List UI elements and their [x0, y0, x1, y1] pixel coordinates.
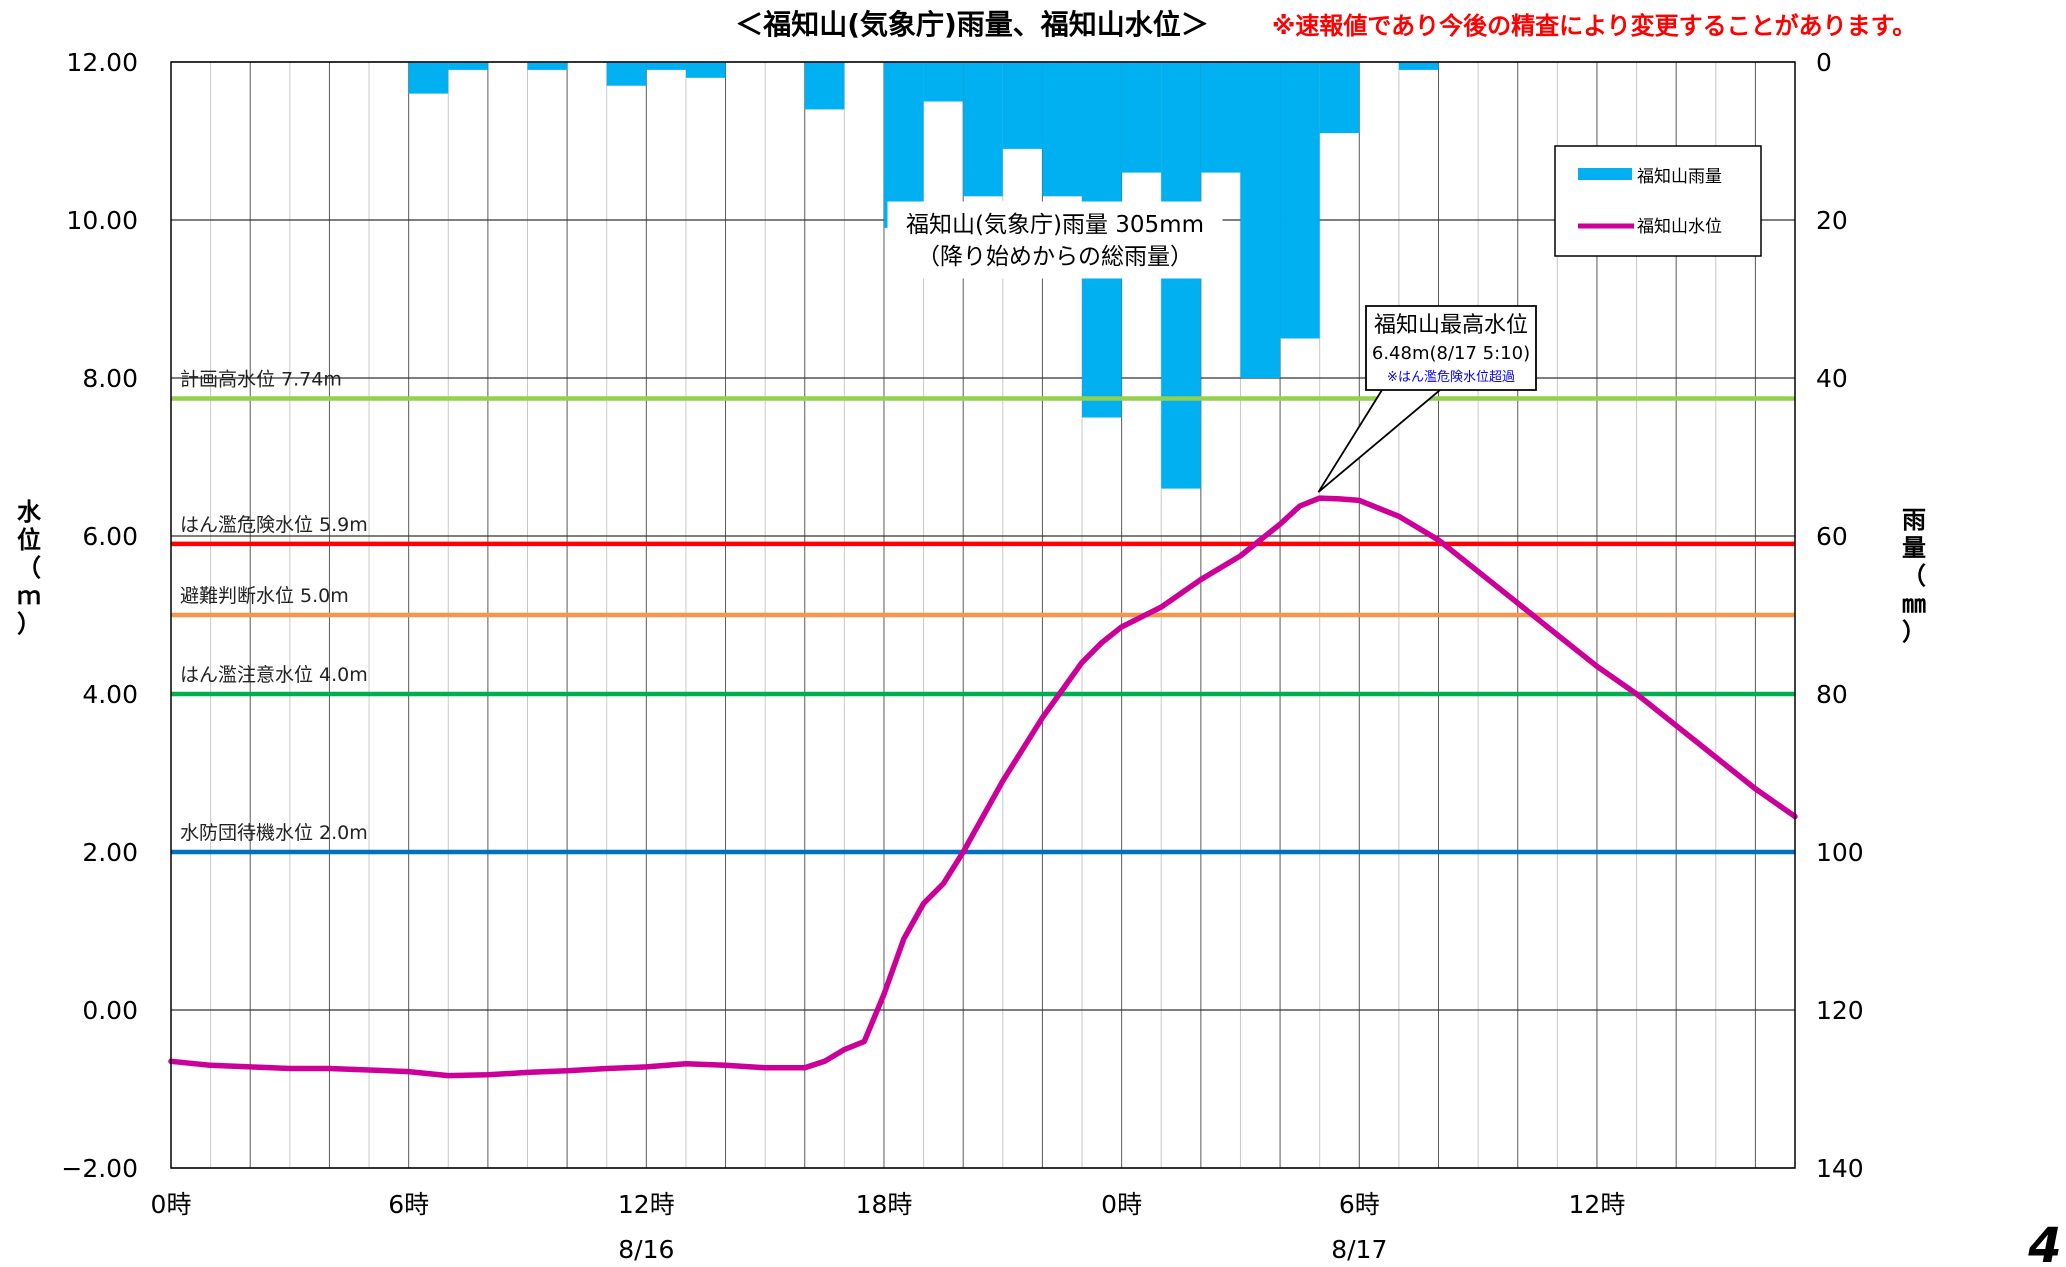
plot-frame	[170, 61, 1796, 1169]
threshold-label: 避難判断水位 5.0m	[180, 585, 349, 607]
date-label: 8/17	[1331, 1235, 1387, 1264]
rainfall-bar	[1042, 62, 1083, 197]
peak-callout-box	[1317, 305, 1537, 493]
left-tick-label: 6.00	[82, 522, 138, 551]
page-number: 4	[2027, 1218, 2061, 1267]
left-tick-label: −2.00	[61, 1154, 138, 1183]
water-level-line	[168, 495, 1798, 1079]
threshold-lines: 計画高水位 7.74m はん濫危険水位 5.9m 避難判断水位 5.0m はん濫注意水…	[171, 369, 1795, 855]
legend: 福知山雨量 福知山水位	[1554, 145, 1762, 257]
threshold-label: はん濫注意水位 4.0m	[180, 664, 368, 686]
rainfall-bar	[923, 62, 964, 102]
left-tick-label: 12.00	[66, 48, 138, 77]
rainfall-bar	[1121, 62, 1162, 173]
total-rain-callout-box	[887, 201, 1223, 279]
left-tick-label: 2.00	[82, 838, 138, 867]
notice-text: ※速報値であり今後の精査により変更することがあります。	[1272, 12, 1916, 40]
threshold-label: はん濫危険水位 5.9m	[180, 514, 368, 536]
plot-border	[170, 61, 1796, 1169]
peak-callout-title: 福知山最高水位	[1374, 313, 1528, 338]
total-rain-callout-text: 福知山(気象庁)雨量 305mm	[906, 212, 1204, 238]
x-tick-label: 6時	[1339, 1190, 1380, 1219]
x-tick-label: 12時	[618, 1190, 675, 1219]
rainfall-bar	[963, 62, 1003, 197]
rainfall-bar	[1319, 62, 1360, 134]
right-tick-label: 60	[1816, 522, 1848, 551]
annotations: 福知山(気象庁)雨量 305mm （降り始めからの総雨量） 福知山最高水位 6.48m…	[887, 201, 1537, 493]
peak-callout-value: 6.48m(8/17 5:10)	[1372, 343, 1530, 364]
rainfall-bar	[408, 62, 449, 94]
left-axis-label: 水位（ｍ）	[17, 498, 42, 638]
chart-title: ＜福知山(気象庁)雨量、福知山水位＞	[735, 8, 1209, 41]
rainfall-bar	[1200, 62, 1241, 173]
rainfall-bar	[646, 62, 686, 70]
legend-rain-swatch	[1578, 168, 1632, 180]
right-tick-label: 20	[1816, 206, 1848, 235]
left-tick-label: 0.00	[82, 996, 138, 1025]
right-tick-label: 40	[1816, 364, 1848, 393]
rainfall-bar	[448, 62, 488, 70]
left-tick-label: 4.00	[82, 680, 138, 709]
legend-level-label: 福知山水位	[1637, 217, 1722, 237]
x-tick-label: 6時	[388, 1190, 429, 1219]
peak-callout-note: ※はん濫危険水位超過	[1387, 370, 1515, 385]
threshold-label: 計画高水位 7.74m	[180, 369, 342, 391]
x-tick-label: 18時	[856, 1190, 913, 1219]
tick-labels: 12.00 10.00 8.00 6.00 4.00 2.00 0.00 −2.00 0 20 40…	[61, 48, 1863, 1264]
rainfall-bar	[606, 62, 647, 86]
rainfall-bar	[804, 62, 845, 110]
legend-rain-label: 福知山雨量	[1637, 167, 1722, 187]
threshold-label: 水防団待機水位 2.0m	[180, 822, 368, 844]
rainfall-bar	[1398, 62, 1439, 70]
left-tick-label: 8.00	[82, 364, 138, 393]
right-tick-label: 140	[1816, 1154, 1864, 1183]
rainfall-bar	[1002, 62, 1043, 149]
right-tick-label: 120	[1816, 996, 1864, 1025]
rainfall-bar	[883, 62, 924, 228]
rainfall-bars	[408, 62, 1439, 489]
date-label: 8/16	[618, 1235, 674, 1264]
x-tick-label: 0時	[151, 1190, 192, 1219]
left-tick-label: 10.00	[66, 206, 138, 235]
total-rain-callout-note: （降り始めからの総雨量）	[917, 244, 1193, 270]
rainfall-bar	[527, 62, 568, 70]
right-tick-label: 100	[1816, 838, 1864, 867]
x-tick-label: 0時	[1101, 1190, 1142, 1219]
rainfall-bar	[1240, 62, 1281, 378]
rainfall-bar	[685, 62, 726, 78]
right-axis-label: 雨量（㎜）	[1902, 506, 1926, 646]
x-tick-label: 12時	[1569, 1190, 1626, 1219]
water-level-series-line	[168, 495, 1798, 1079]
rainfall-bar	[1280, 62, 1320, 339]
right-tick-label: 80	[1816, 680, 1848, 709]
right-tick-label: 0	[1816, 48, 1832, 77]
